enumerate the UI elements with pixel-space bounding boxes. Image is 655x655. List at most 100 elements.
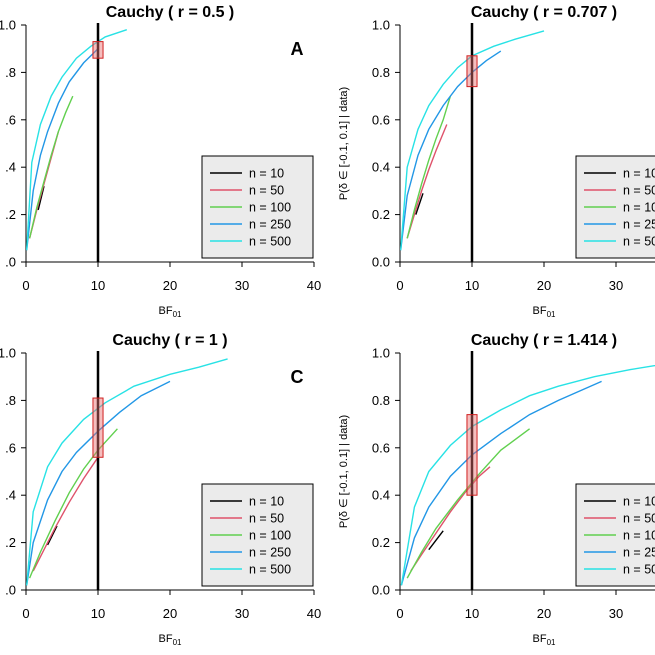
- legend: n = 10 n = 50 n = 100 n = 250 n = 500: [201, 483, 314, 587]
- highlight-range: [466, 55, 478, 88]
- highlight-range: [466, 414, 478, 496]
- x-tick-label: 20: [163, 278, 177, 293]
- series-line-n100: [406, 95, 452, 239]
- panel-title: Cauchy ( r = 1 ): [112, 332, 227, 349]
- y-tick-label: .6: [5, 440, 16, 455]
- legend-label: n = 250: [623, 218, 655, 232]
- panel-title: Cauchy ( r = 0.707 ): [471, 4, 617, 21]
- series-line-n10: [46, 525, 58, 546]
- legend-label: n = 50: [249, 512, 284, 526]
- y-tick-label: 1.0: [0, 346, 16, 361]
- x-axis-label-main: BF: [159, 633, 173, 645]
- y-tick-label: .2: [5, 535, 16, 550]
- series-line-n10: [415, 193, 424, 215]
- legend-label: n = 10: [623, 167, 655, 181]
- y-tick-label: 1.0: [372, 346, 390, 361]
- y-tick-label: 0.6: [372, 440, 390, 455]
- y-tick-label: .0: [5, 583, 16, 598]
- legend-label: n = 50: [623, 512, 655, 526]
- y-tick-label: 1.0: [372, 18, 390, 33]
- y-tick-label: 0.2: [372, 207, 390, 222]
- legend-label: n = 50: [623, 184, 655, 198]
- x-axis-label-main: BF: [533, 633, 547, 645]
- y-tick-label: 0.0: [372, 255, 390, 270]
- series-line-n250: [400, 380, 602, 586]
- x-axis-label: BF01: [533, 633, 557, 647]
- y-axis-label: P(δ ∈ [-0.1, 0.1] | data): [338, 87, 350, 200]
- y-tick-label: .0: [5, 255, 16, 270]
- legend-label: n = 500: [249, 563, 291, 577]
- legend-label: n = 50: [249, 184, 284, 198]
- y-tick-label: 1.0: [0, 18, 16, 33]
- x-axis-label-sub: 01: [547, 638, 556, 647]
- legend-label: n = 10: [249, 167, 284, 181]
- series-line-n50: [406, 124, 448, 239]
- x-tick-label: 20: [537, 606, 551, 621]
- series-line-n250: [26, 48, 99, 251]
- legend: n = 10 n = 50 n = 100 n = 250 n = 500: [201, 155, 314, 259]
- series-line-n250: [400, 50, 502, 251]
- x-tick-label: 40: [307, 606, 321, 621]
- panel-3: Cauchy ( r = 1 )C0 10 20 30 40.0.2.4.6.81.0B…: [0, 332, 321, 647]
- x-tick-label: 10: [91, 606, 105, 621]
- y-tick-label: 0.6: [372, 112, 390, 127]
- x-tick-label: 0: [22, 278, 29, 293]
- y-tick-label: 0.8: [372, 393, 390, 408]
- x-tick-label: 0: [396, 278, 403, 293]
- legend-label: n = 100: [249, 201, 291, 215]
- x-tick-label: 20: [537, 278, 551, 293]
- x-tick-label: 30: [609, 278, 623, 293]
- y-tick-label: .8: [5, 393, 16, 408]
- y-tick-label: 0.8: [372, 65, 390, 80]
- y-tick-label: .6: [5, 112, 16, 127]
- panel-4: Cauchy ( r = 1.414 )0102030400.00.20.40.…: [338, 332, 655, 647]
- legend-label: n = 250: [249, 546, 291, 560]
- legend: n = 10 n = 50 n = 100 n = 250 n = 500: [575, 483, 655, 587]
- y-tick-label: .4: [5, 488, 16, 503]
- panel-title: Cauchy ( r = 0.5 ): [106, 4, 235, 21]
- legend-label: n = 250: [249, 218, 291, 232]
- panel-letter: A: [291, 39, 304, 59]
- x-tick-label: 0: [396, 606, 403, 621]
- x-tick-label: 30: [609, 606, 623, 621]
- legend-label: n = 500: [249, 235, 291, 249]
- x-axis-label-sub: 01: [173, 638, 182, 647]
- x-axis-label: BF01: [159, 305, 183, 319]
- x-axis-label-main: BF: [533, 305, 547, 317]
- series-line-n10: [37, 186, 45, 211]
- series-line-n500: [400, 30, 545, 251]
- x-axis-label-main: BF: [159, 305, 173, 317]
- legend: n = 10 n = 50 n = 100 n = 250 n = 500: [575, 155, 655, 259]
- x-tick-label: 20: [163, 606, 177, 621]
- y-tick-label: 0.4: [372, 488, 390, 503]
- x-axis-label: BF01: [533, 305, 557, 319]
- series-line-n50: [32, 456, 99, 572]
- series-line-n500: [26, 358, 228, 586]
- legend-label: n = 10: [623, 495, 655, 509]
- legend-label: n = 100: [623, 201, 655, 215]
- series-line-n100: [406, 428, 531, 579]
- x-tick-label: 30: [235, 606, 249, 621]
- y-axis-label: P(δ ∈ [-0.1, 0.1] | data): [338, 415, 350, 528]
- series-line-n50: [410, 466, 491, 572]
- y-tick-label: 0.2: [372, 535, 390, 550]
- panel-letter: C: [291, 367, 304, 387]
- x-axis-label-sub: 01: [547, 310, 556, 319]
- x-tick-label: 10: [465, 278, 479, 293]
- panel-title: Cauchy ( r = 1.414 ): [471, 332, 617, 349]
- x-tick-label: 30: [235, 278, 249, 293]
- legend-label: n = 500: [623, 563, 655, 577]
- x-axis-label: BF01: [159, 633, 183, 647]
- legend-label: n = 100: [623, 529, 655, 543]
- y-tick-label: .4: [5, 160, 16, 175]
- legend-label: n = 100: [249, 529, 291, 543]
- series-line-n100: [28, 428, 118, 579]
- x-tick-label: 10: [465, 606, 479, 621]
- series-line-n500: [26, 29, 128, 251]
- y-tick-label: 0.0: [372, 583, 390, 598]
- x-tick-label: 0: [22, 606, 29, 621]
- panel-1: Cauchy ( r = 0.5 )A0 10 20 30 40.0.2.4.6.81.…: [0, 4, 321, 319]
- legend-label: n = 10: [249, 495, 284, 509]
- x-tick-label: 40: [307, 278, 321, 293]
